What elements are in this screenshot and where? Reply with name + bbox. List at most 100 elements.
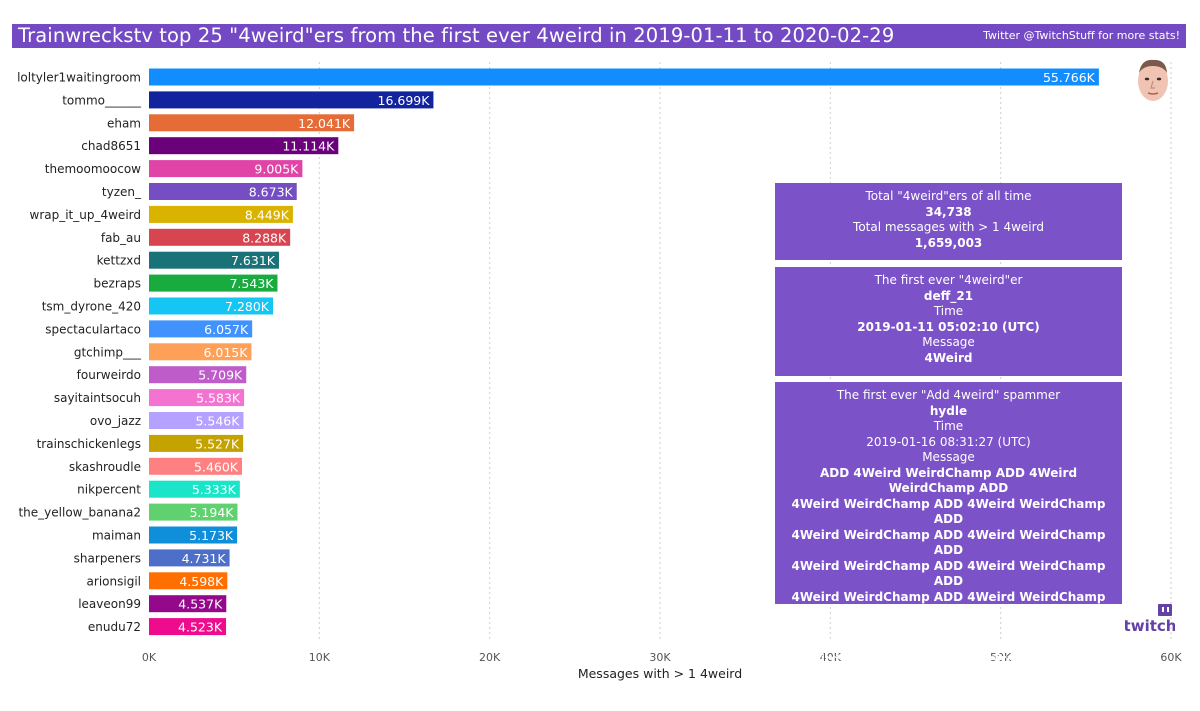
value-label: 4.598K — [179, 574, 224, 589]
value-label: 5.194K — [189, 505, 234, 520]
total-messages-label: Total messages with > 1 4weird — [853, 220, 1044, 234]
category-label: loltyler1waitingroom — [17, 71, 141, 85]
category-labels: loltyler1waitingroom tommo______eham chad8… — [17, 71, 142, 635]
bar — [149, 68, 1099, 86]
category-label: themoomoocow — [45, 162, 141, 176]
first-4weirder-message: 4Weird — [924, 350, 973, 365]
bar — [149, 503, 238, 521]
first-spammer-time: 2019-01-16 08:31:27 (UTC) — [866, 434, 1031, 449]
bar — [149, 320, 253, 338]
category-label: nikpercent — [77, 483, 141, 497]
value-label: 5.709K — [198, 368, 243, 383]
bar — [149, 91, 434, 109]
category-label: trainschickenlegs — [37, 437, 141, 451]
value-label: 16.699K — [378, 93, 431, 108]
value-label: 6.015K — [203, 345, 248, 360]
bar — [149, 366, 247, 384]
title-bar: Trainwreckstv top 25 "4weird"ers from th… — [12, 24, 1186, 48]
value-label: 7.543K — [229, 276, 274, 291]
spam-line: 4Weird WeirdChamp ADD 4Weird WeirdChamp … — [791, 527, 1106, 558]
value-label: 4.731K — [182, 551, 227, 566]
x-tick-label: 50K — [990, 651, 1012, 664]
first-spammer-user: hydle — [929, 403, 968, 418]
twitter-credit: Twitter @TwitchStuff for more stats! — [983, 29, 1180, 42]
total-stats-card: Total "4weird"ers of all time 34,738 Tot… — [775, 183, 1122, 260]
bar — [149, 618, 227, 636]
twitch-logo-text: twitch — [1125, 617, 1175, 634]
spam-line: ADD 4Weird WeirdChamp ADD 4Weird WeirdCh… — [819, 465, 1078, 496]
spam-line: 4Weird WeirdChamp ADD 4Weird WeirdChamp … — [791, 589, 1106, 620]
category-label: bezraps — [94, 277, 141, 291]
value-label: 8.449K — [245, 207, 290, 222]
bar — [149, 114, 355, 132]
category-label: chad8651 — [81, 139, 141, 153]
bar — [149, 389, 245, 407]
bar — [149, 251, 279, 269]
category-label: fab_au — [101, 231, 141, 245]
value-label: 12.041K — [298, 116, 351, 131]
bar — [149, 595, 227, 613]
first-spammer-label: The first ever "Add 4weird" spammer — [836, 388, 1061, 402]
category-label: enudu72 — [88, 620, 141, 634]
face-avatar-icon — [1138, 59, 1168, 101]
category-label: tommo______ — [62, 93, 142, 107]
spam-line: 4Weird WeirdChamp ADD 4Weird WeirdChamp … — [791, 558, 1106, 589]
spam-line: 4Weird WeirdChamp ADD 4Weird WeirdChamp … — [791, 620, 1106, 651]
category-label: maiman — [92, 529, 141, 543]
value-label: 7.280K — [225, 299, 270, 314]
bar — [149, 526, 238, 544]
bars — [149, 68, 1099, 636]
bar — [149, 160, 303, 178]
category-label: eham — [107, 116, 141, 130]
x-tick-label: 30K — [649, 651, 671, 664]
total-messages-value: 1,659,003 — [914, 235, 983, 250]
first-4weirder-label: The first ever "4weird"er — [874, 273, 1023, 287]
bar — [149, 183, 297, 200]
x-tick-labels: 0K 10K 20K 30K 40K 50K 60K — [142, 651, 1182, 664]
category-label: ovo_jazz — [90, 414, 141, 428]
value-label: 9.005K — [254, 162, 299, 177]
first-spammer-time-label: Time — [933, 419, 964, 433]
value-label: 6.057K — [204, 322, 249, 337]
x-tick-label: 40K — [820, 651, 842, 664]
category-label: tyzen_ — [102, 185, 142, 199]
bar — [149, 572, 228, 590]
value-label: 5.333K — [192, 482, 237, 497]
x-tick-label: 10K — [309, 651, 331, 664]
value-label: 8.288K — [242, 230, 287, 245]
spam-line: 4Weird WeirdChamp ADD 4Weird WeirdChamp — [791, 651, 1106, 666]
bar — [149, 274, 278, 292]
first-spammer-message-label: Message — [922, 450, 975, 464]
first-4weirder-time: 2019-01-11 05:02:10 (UTC) — [857, 319, 1040, 334]
value-label: 5.460K — [194, 459, 239, 474]
bar — [149, 137, 339, 155]
bar — [149, 434, 244, 452]
value-label: 55.766K — [1043, 70, 1096, 85]
first-spammer-message: ADD 4Weird WeirdChamp ADD 4Weird WeirdCh… — [775, 466, 1122, 668]
first-4weirder-card: The first ever "4weird"er deff_21 Time 2… — [775, 267, 1122, 376]
bar — [149, 457, 243, 475]
first-4weirder-time-label: Time — [933, 304, 964, 318]
value-label: 5.173K — [189, 528, 234, 543]
value-label: 4.523K — [178, 620, 223, 635]
category-label: sayitaintsocuh — [54, 391, 141, 405]
category-label: spectaculartaco — [45, 322, 141, 336]
value-label: 7.631K — [231, 253, 276, 268]
category-label: skashroudle — [69, 460, 141, 474]
category-label: tsm_dyrone_420 — [42, 300, 141, 314]
category-label: fourweirdo — [77, 368, 141, 382]
bar — [149, 297, 274, 315]
category-label: kettzxd — [97, 254, 141, 268]
value-label: 5.527K — [195, 436, 240, 451]
category-label: the_yellow_banana2 — [18, 506, 141, 520]
first-spammer-card: The first ever "Add 4weird" spammer hydl… — [775, 382, 1122, 666]
value-labels: 55.766K 16.699K 12.041K 11.114K 9.005K 8.673K… — [178, 70, 1096, 635]
value-label: 4.537K — [178, 597, 223, 612]
value-label: 8.673K — [249, 185, 294, 200]
bar — [149, 549, 230, 567]
x-axis-title: Messages with > 1 4weird — [578, 666, 742, 681]
twitch-logo-icon: twitch — [1125, 604, 1175, 634]
x-tick-label: 20K — [479, 651, 501, 664]
category-label: leaveon99 — [78, 597, 141, 611]
